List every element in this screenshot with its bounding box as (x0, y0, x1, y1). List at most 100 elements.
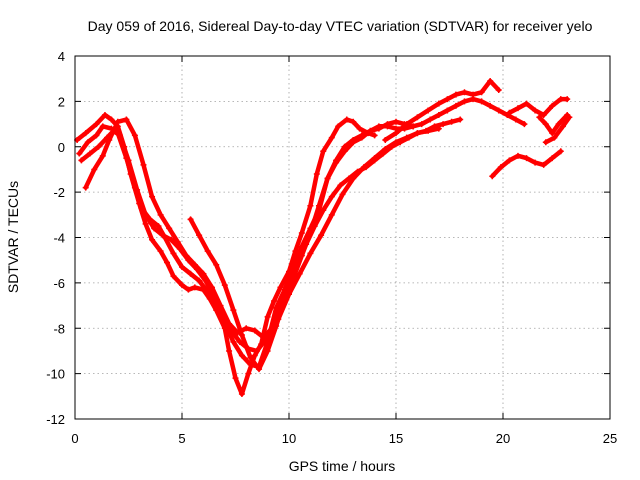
data-point (461, 89, 468, 96)
data-point (410, 123, 417, 130)
x-tick-label: 25 (603, 431, 617, 446)
data-point (236, 338, 243, 345)
data-point (489, 173, 496, 180)
data-point (343, 116, 350, 123)
data-point (540, 111, 547, 118)
data-point (345, 175, 352, 182)
data-point (523, 100, 530, 107)
data-point (318, 232, 325, 239)
data-point (506, 157, 513, 164)
data-point (307, 250, 314, 257)
data-point (208, 284, 215, 291)
data-point (200, 270, 207, 277)
data-point (551, 134, 558, 141)
data-point (166, 225, 173, 232)
data-point (540, 161, 547, 168)
data-point (315, 202, 322, 209)
data-point (170, 273, 177, 280)
data-point (555, 121, 562, 128)
y-tick-label: -6 (53, 276, 65, 291)
series-track-8 (506, 96, 571, 118)
data-point (78, 157, 85, 164)
series-track-5 (187, 96, 528, 373)
y-tick-label: 0 (58, 140, 65, 155)
data-point (157, 248, 164, 255)
data-point (358, 134, 365, 141)
data-point (337, 182, 344, 189)
data-point (457, 116, 464, 123)
data-point (542, 121, 549, 128)
data-point (196, 277, 203, 284)
data-point (232, 375, 239, 382)
data-point (149, 193, 156, 200)
data-point (123, 116, 130, 123)
data-point (151, 225, 158, 232)
data-point (271, 298, 278, 305)
data-point (495, 107, 502, 114)
data-point (335, 123, 342, 130)
data-point (487, 77, 494, 84)
data-point (157, 211, 164, 218)
data-point (440, 121, 447, 128)
data-point (307, 229, 314, 236)
data-point (170, 250, 177, 257)
data-point (452, 102, 459, 109)
data-point (174, 239, 181, 246)
data-point (356, 125, 363, 132)
data-point (273, 322, 280, 329)
data-point (393, 118, 399, 125)
data-point (131, 132, 138, 139)
data-point (444, 96, 451, 103)
data-point (191, 261, 198, 268)
y-tick-label: -8 (53, 321, 65, 336)
data-point (187, 270, 194, 277)
y-tick-label: 4 (58, 49, 65, 64)
data-point (213, 261, 220, 268)
grid-lines (75, 56, 610, 419)
data-point (521, 121, 528, 128)
data-point (427, 116, 434, 123)
data-point (414, 114, 421, 121)
data-point (82, 130, 89, 137)
y-tick-label: -2 (53, 185, 65, 200)
data-point (116, 132, 123, 139)
data-point (238, 332, 245, 339)
data-point (324, 175, 331, 182)
y-tick-label: 2 (58, 94, 65, 109)
data-point (452, 91, 459, 98)
data-point (506, 109, 513, 116)
data-point (168, 236, 175, 243)
data-point (108, 116, 115, 123)
series-track-6 (382, 77, 502, 143)
data-point (191, 284, 198, 291)
data-point (164, 259, 171, 266)
data-point (564, 96, 571, 103)
data-point (91, 166, 98, 173)
data-point (226, 320, 233, 327)
data-point (251, 327, 258, 334)
data-point (367, 127, 374, 134)
data-point (414, 130, 421, 137)
data-point (149, 236, 156, 243)
series-layer (74, 77, 573, 398)
data-point (125, 157, 132, 164)
data-point (559, 123, 566, 130)
data-point (536, 114, 543, 121)
data-point (101, 111, 108, 118)
series-track-3 (78, 125, 442, 354)
data-point (290, 275, 297, 282)
data-point (549, 130, 556, 137)
data-point (196, 232, 203, 239)
data-point (179, 282, 185, 289)
data-point (405, 134, 412, 141)
data-point (230, 338, 237, 345)
data-point (298, 252, 305, 259)
data-point (264, 313, 271, 320)
x-axis-label: GPS time / hours (289, 458, 396, 474)
data-point (292, 248, 299, 255)
data-point (557, 148, 564, 155)
data-point (382, 136, 389, 143)
data-point (247, 354, 254, 361)
data-point (221, 282, 228, 289)
data-point (320, 207, 327, 214)
